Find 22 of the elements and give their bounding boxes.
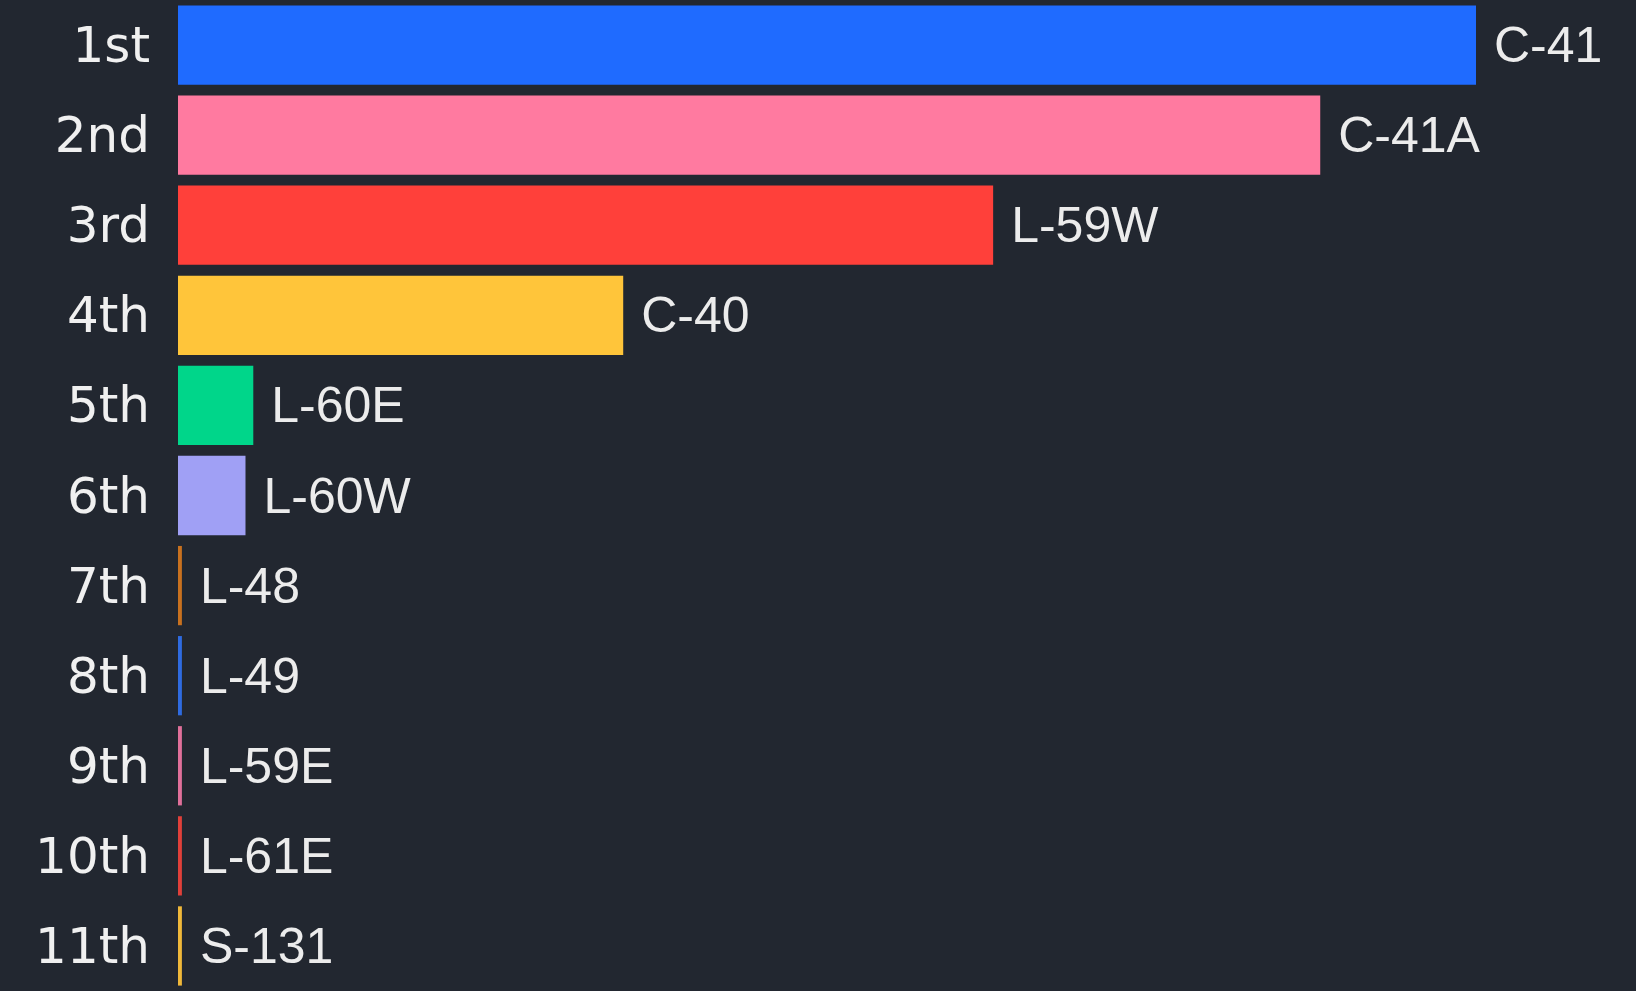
- series-label: L-59E: [199, 737, 334, 794]
- y-tick-label: 6th: [66, 466, 150, 525]
- series-label: C-41: [1494, 17, 1603, 74]
- series-label: L-59W: [1011, 197, 1160, 254]
- y-tick-label: 8th: [66, 646, 150, 705]
- series-label: L-61E: [199, 827, 334, 884]
- series-label: L-49: [199, 647, 300, 704]
- series-label: S-131: [199, 917, 334, 974]
- y-tick-label: 1st: [72, 16, 150, 75]
- y-tick-label: 3rd: [66, 196, 150, 255]
- y-tick-label: 5th: [66, 376, 150, 435]
- y-tick-label: 10th: [35, 826, 150, 885]
- series-label: C-41A: [1338, 107, 1481, 164]
- series-label: L-60E: [271, 377, 405, 434]
- y-tick-label: 11th: [35, 916, 150, 975]
- series-label: L-60W: [263, 467, 412, 524]
- y-tick-label: 9th: [66, 736, 150, 795]
- series-label: L-48: [199, 557, 300, 614]
- y-tick-label: 4th: [66, 286, 150, 345]
- series-label: C-40: [641, 287, 750, 344]
- y-tick-label: 7th: [66, 556, 150, 615]
- y-tick-label: 2nd: [54, 106, 150, 165]
